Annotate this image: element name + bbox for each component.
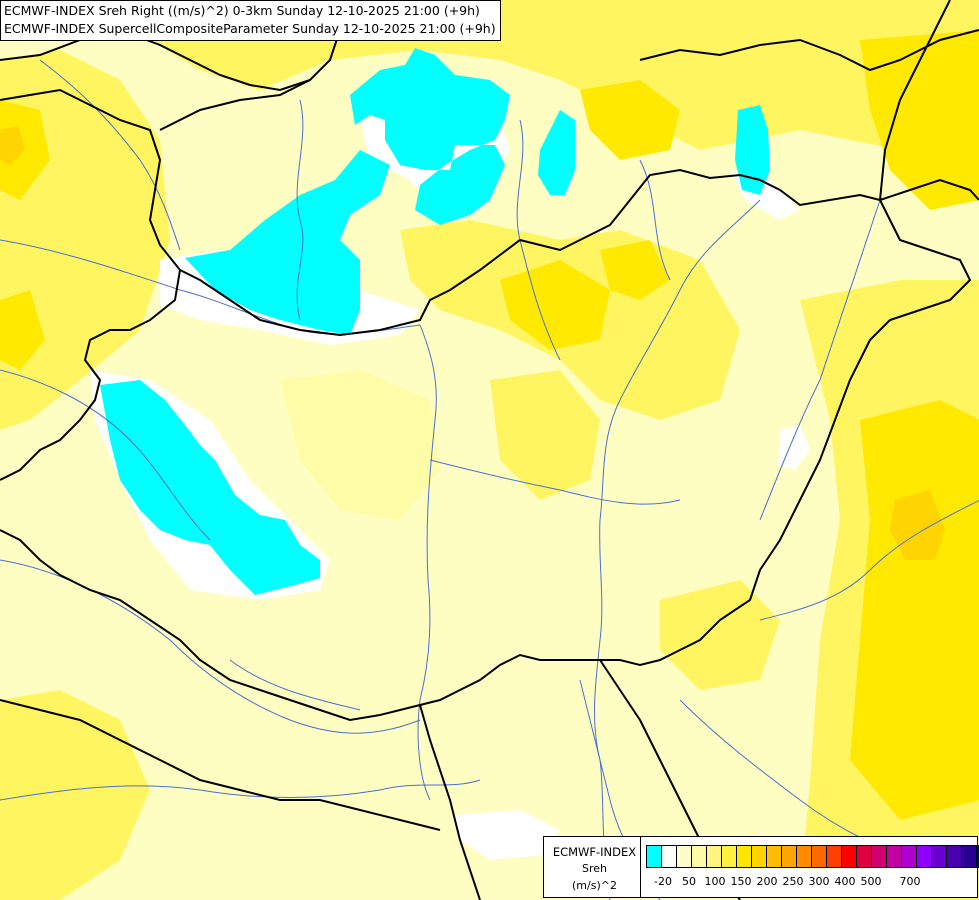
legend-tick-label: 500 (860, 875, 882, 888)
river-east-2 (759, 499, 979, 621)
legend-swatch-4 (706, 845, 722, 868)
shade-east-strong (850, 400, 979, 820)
border-hungary-romania (600, 199, 972, 667)
border-hungary-croatia (0, 529, 381, 722)
legend-swatch-21 (961, 845, 977, 868)
legend-parameter-label: Sreh (581, 862, 607, 875)
legend-swatch-20 (946, 845, 962, 868)
legend-swatch-1 (661, 845, 677, 868)
legend-swatch-10 (796, 845, 812, 868)
legend-tick-label: 200 (756, 875, 778, 888)
legend-swatch-11 (811, 845, 827, 868)
river-east-1 (759, 199, 881, 521)
shade-middle-yellow-2 (490, 370, 600, 500)
legend-swatch-16 (886, 845, 902, 868)
legend-swatch-5 (721, 845, 737, 868)
river-mid-1 (429, 459, 681, 505)
shade-north-strong (580, 80, 680, 160)
legend-swatch-22 (976, 845, 979, 868)
map-title-line-2: ECMWF-INDEX SupercellCompositeParameter … (4, 21, 496, 36)
legend-swatch-13 (841, 845, 857, 868)
shade-cyan-northeast (735, 105, 770, 195)
legend-tick-label: 50 (682, 875, 696, 888)
river-danube (0, 239, 437, 801)
legend-tick-label: 700 (899, 875, 921, 888)
shade-central-strong-2 (600, 240, 670, 300)
shade-cyan-west (100, 380, 320, 595)
legend-swatch-3 (691, 845, 707, 868)
shade-cyan-north-main (185, 150, 390, 335)
legend-swatch-19 (931, 845, 947, 868)
color-legend: ECMWF-INDEX Sreh (m/s)^2 -20 50 100 150 200 2… (543, 836, 979, 898)
shade-central-strong (500, 260, 610, 350)
legend-swatch-18 (916, 845, 932, 868)
river-west-1 (0, 369, 211, 541)
border-austria-hungary (0, 269, 181, 481)
legend-unit-label: (m/s)^2 (572, 879, 617, 892)
legend-color-scale (646, 845, 979, 868)
legend-product-label: ECMWF-INDEX (552, 845, 637, 859)
map-title-line-1: ECMWF-INDEX Sreh Right ((m/s)^2) 0-3km S… (4, 3, 480, 18)
legend-tick-label: 400 (834, 875, 856, 888)
legend-tick-label: 150 (730, 875, 752, 888)
legend-swatch-15 (871, 845, 887, 868)
legend-tick-label: 250 (782, 875, 804, 888)
shade-northeast-strong (860, 30, 979, 210)
shade-white-east (778, 425, 810, 470)
shade-cyan-north-mid (538, 110, 575, 195)
border-croatia-serbia (419, 704, 481, 900)
shade-west-deep (0, 125, 25, 165)
border-croatia-bosnia (0, 699, 441, 831)
river-northwest (39, 59, 181, 251)
legend-swatch-7 (751, 845, 767, 868)
shade-cyan-north-upper (350, 48, 510, 225)
border-poland-ukraine-north (639, 29, 979, 72)
legend-swatch-0 (646, 845, 662, 868)
legend-swatch-9 (781, 845, 797, 868)
border-austria-czech (0, 88, 181, 271)
legend-swatch-6 (736, 845, 752, 868)
map-title-box: ECMWF-INDEX Sreh Right ((m/s)^2) 0-3km S… (0, 0, 501, 41)
shade-west-strong-2 (0, 290, 45, 370)
river-north-1 (296, 99, 304, 321)
river-mid-2 (229, 659, 361, 711)
shade-southwest-yellow (0, 690, 150, 900)
legend-swatch-8 (766, 845, 782, 868)
legend-tick-label: 100 (704, 875, 726, 888)
shade-south-yellow (660, 580, 780, 690)
legend-tick-label: 300 (808, 875, 830, 888)
border-slovakia-hungary (179, 168, 881, 337)
legend-divider (640, 837, 641, 897)
legend-swatch-17 (901, 845, 917, 868)
river-north-3 (639, 159, 671, 281)
shade-white-south (455, 810, 560, 860)
border-hungary-serbia (379, 653, 600, 716)
legend-swatch-2 (676, 845, 692, 868)
border-ukraine (879, 0, 951, 201)
legend-swatch-14 (856, 845, 872, 868)
legend-tick-label: -20 (654, 875, 672, 888)
border-ukraine-east (879, 178, 979, 201)
shade-middle-yellow (280, 370, 440, 520)
border-slovakia-poland (159, 79, 311, 131)
legend-swatch-12 (826, 845, 842, 868)
